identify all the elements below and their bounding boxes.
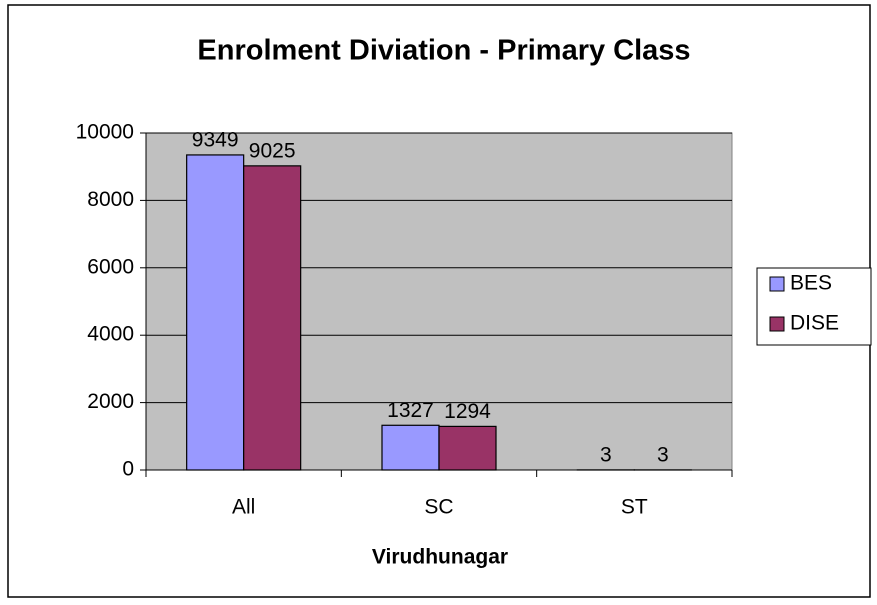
x-tick-label: SC	[424, 496, 453, 519]
x-tick-label: All	[232, 496, 255, 519]
data-label: 9025	[249, 139, 296, 162]
y-tick-label: 0	[122, 458, 134, 481]
bar	[438, 425, 497, 471]
y-tick-label: 6000	[87, 255, 134, 278]
y-tick-label: 4000	[87, 323, 134, 346]
data-label: 1327	[387, 399, 434, 422]
bar	[243, 165, 302, 471]
data-label: 3	[600, 443, 612, 466]
y-tick-label: 8000	[87, 188, 134, 211]
bar	[186, 154, 245, 471]
legend-label: BES	[790, 272, 832, 295]
x-tick-label: ST	[621, 496, 648, 519]
x-axis-label: Virudhunagar	[372, 546, 508, 569]
legend-label: DISE	[790, 312, 839, 335]
chart-title: Enrolment Diviation - Primary Class	[197, 35, 690, 67]
y-tick-label: 10000	[76, 121, 134, 144]
bar	[381, 424, 440, 471]
data-label: 3	[657, 443, 669, 466]
legend-swatch	[769, 276, 785, 292]
y-tick-label: 2000	[87, 390, 134, 413]
data-label: 9349	[192, 128, 239, 151]
data-label: 1294	[444, 400, 491, 423]
legend-swatch	[769, 316, 785, 332]
